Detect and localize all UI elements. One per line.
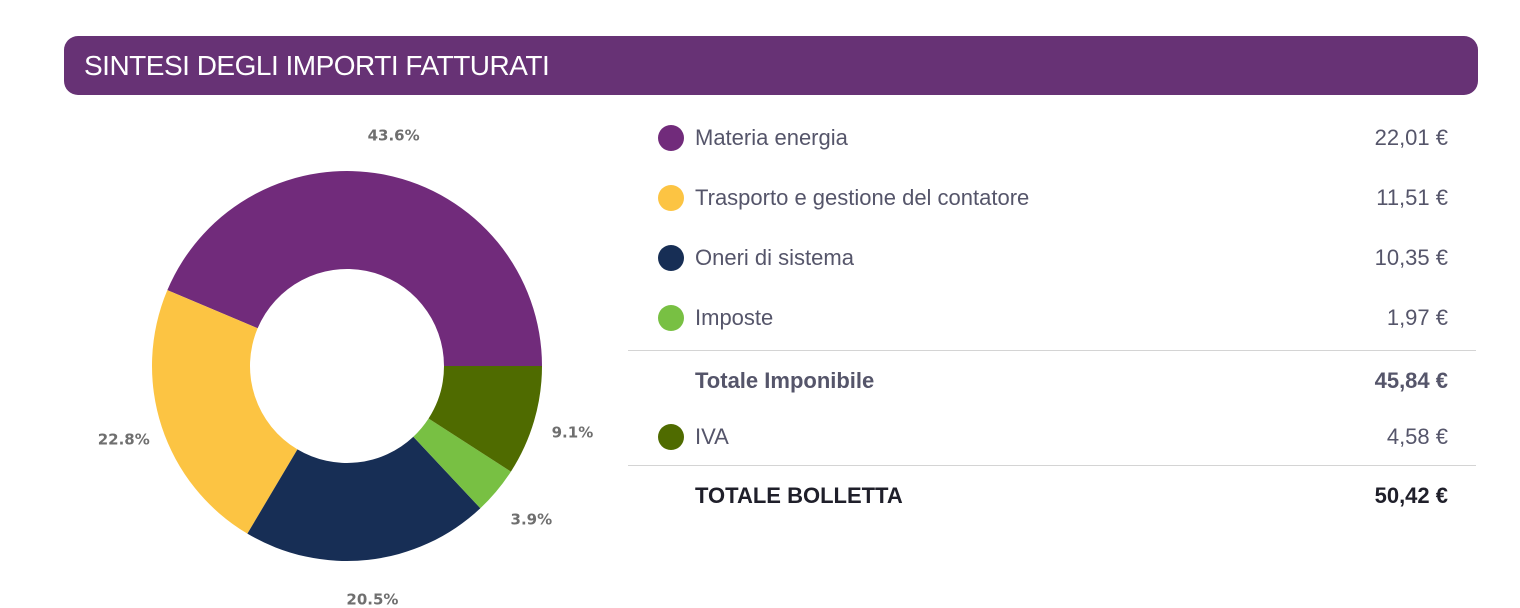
legend-value-oneri: 10,35 € bbox=[1374, 245, 1448, 270]
donut-chart-svg: 43.6% 22.8% 20.5% 3.9% 9.1% bbox=[98, 127, 594, 608]
divider bbox=[628, 350, 1476, 351]
donut-label-3: 3.9% bbox=[511, 511, 553, 529]
legend-row-oneri: Oneri di sistema 10,35 € bbox=[628, 228, 1476, 288]
legend-dot-iva bbox=[658, 424, 684, 450]
legend-label-iva: IVA bbox=[695, 424, 729, 449]
divider bbox=[628, 465, 1476, 466]
donut-label-0: 43.6% bbox=[368, 127, 420, 145]
legend-dot-trasporto bbox=[658, 185, 684, 211]
legend-label-materia-energia: Materia energia bbox=[695, 125, 848, 150]
donut-slice-2 bbox=[247, 436, 481, 561]
donut-chart: 43.6% 22.8% 20.5% 3.9% 9.1% bbox=[80, 127, 620, 608]
legend-value-imposte: 1,97 € bbox=[1386, 305, 1448, 330]
totale-imponibile-value: 45,84 € bbox=[1374, 368, 1448, 393]
legend-dot-oneri bbox=[658, 245, 684, 271]
donut-label-1: 22.8% bbox=[98, 430, 150, 448]
legend-value-materia-energia: 22,01 € bbox=[1374, 125, 1448, 150]
totale-bolletta-value: 50,42 € bbox=[1374, 483, 1448, 508]
legend-label-imposte: Imposte bbox=[695, 305, 774, 330]
donut-slice-0 bbox=[167, 171, 542, 366]
legend-label-oneri: Oneri di sistema bbox=[695, 245, 854, 270]
section-title: SINTESI DEGLI IMPORTI FATTURATI bbox=[84, 49, 550, 81]
section-header: SINTESI DEGLI IMPORTI FATTURATI bbox=[64, 36, 1478, 95]
amounts-legend: Materia energia 22,01 € Trasporto e gest… bbox=[628, 108, 1476, 526]
legend-label-trasporto: Trasporto e gestione del contatore bbox=[695, 185, 1030, 210]
totale-bolletta-label: TOTALE BOLLETTA bbox=[695, 483, 903, 508]
totale-imponibile-label: Totale Imponibile bbox=[695, 368, 875, 393]
donut-label-2: 20.5% bbox=[346, 591, 398, 608]
donut-slice-3 bbox=[413, 418, 511, 509]
donut-slice-4 bbox=[428, 366, 542, 472]
legend-value-iva: 4,58 € bbox=[1386, 424, 1448, 449]
donut-label-4: 9.1% bbox=[552, 423, 594, 441]
legend-value-trasporto: 11,51 € bbox=[1376, 185, 1448, 210]
totale-bolletta-row: TOTALE BOLLETTA 50,42 € bbox=[628, 466, 1476, 526]
legend-row-iva: IVA 4,58 € bbox=[628, 411, 1476, 463]
totale-imponibile-row: Totale Imponibile 45,84 € bbox=[628, 351, 1476, 411]
legend-row-trasporto: Trasporto e gestione del contatore 11,51… bbox=[628, 168, 1476, 228]
legend-row-materia-energia: Materia energia 22,01 € bbox=[628, 108, 1476, 168]
legend-dot-imposte bbox=[658, 305, 684, 331]
legend-row-imposte: Imposte 1,97 € bbox=[628, 288, 1476, 348]
legend-dot-materia-energia bbox=[658, 125, 684, 151]
donut-slice-1 bbox=[151, 290, 298, 534]
